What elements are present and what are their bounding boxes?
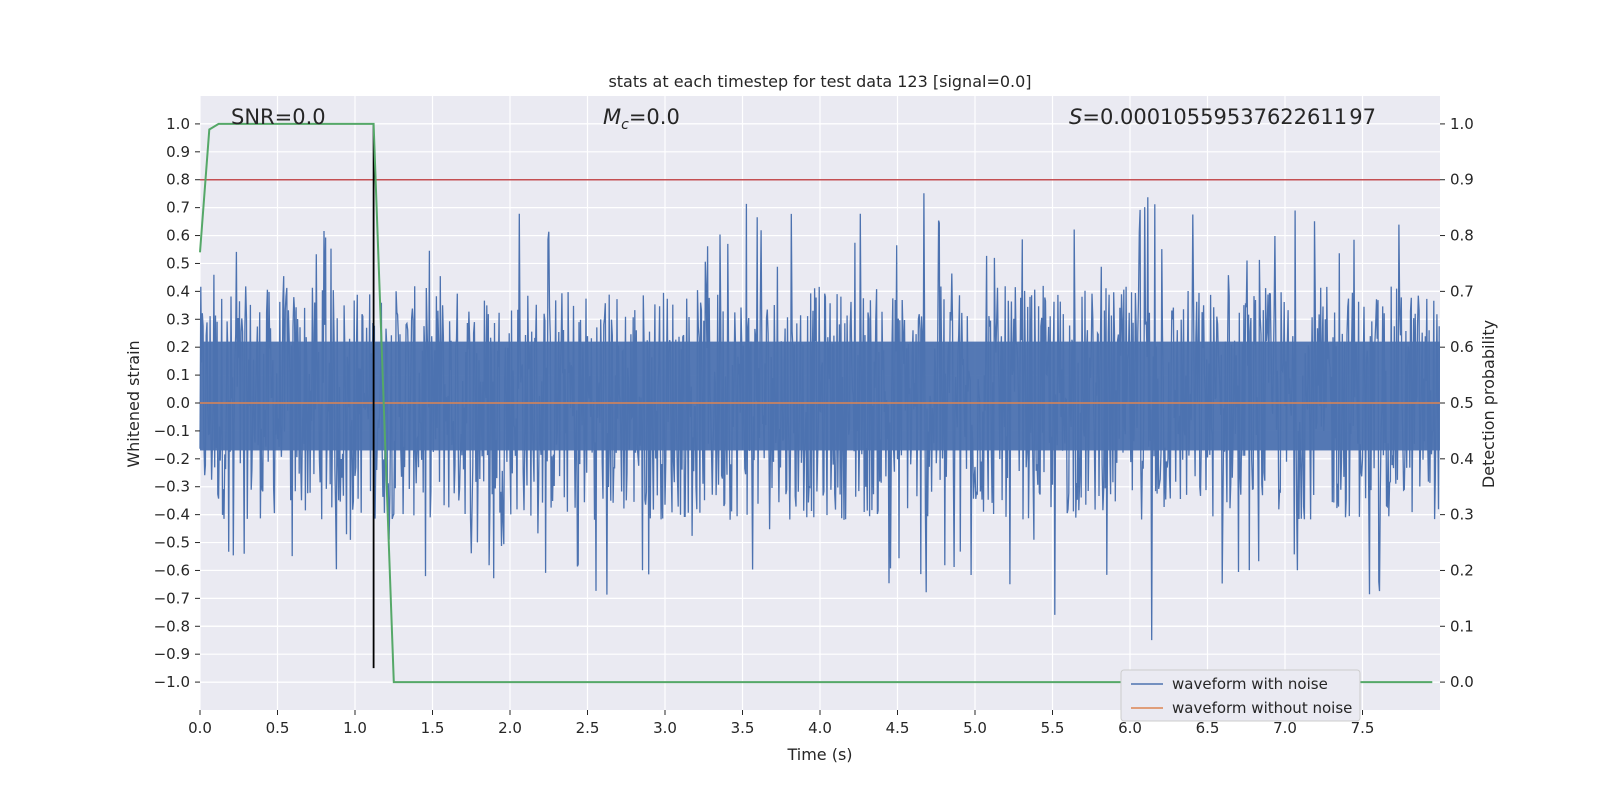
- y-right-tick-label: 0.6: [1450, 338, 1474, 356]
- x-tick-label: 2.0: [498, 719, 522, 737]
- y-left-tick-label: 0.6: [166, 227, 190, 245]
- legend-label-noise: waveform with noise: [1172, 675, 1328, 693]
- y-left-tick-label: 0.5: [166, 254, 190, 272]
- y-left-tick-label: 0.8: [166, 171, 190, 189]
- y-right-tick-label: 1.0: [1450, 115, 1474, 133]
- y-left-tick-label: 0.2: [166, 338, 190, 356]
- y-left-tick-label: −0.4: [154, 506, 190, 524]
- x-tick-label: 0.5: [266, 719, 290, 737]
- x-axis-label: Time (s): [786, 745, 852, 764]
- y-right-tick-label: 0.0: [1450, 673, 1474, 691]
- x-tick-label: 4.5: [886, 719, 910, 737]
- y-right-tick-label: 0.1: [1450, 617, 1474, 635]
- y-right-tick-label: 0.5: [1450, 394, 1474, 412]
- series-group: [199, 122, 1440, 684]
- mc-value: =0.0: [629, 105, 680, 129]
- series-detection-probability: [199, 122, 1433, 684]
- x-tick-label: 7.5: [1351, 719, 1375, 737]
- legend-box: [1120, 669, 1361, 722]
- annotation-snr: SNR=0.0: [231, 105, 326, 129]
- y-left-tick-label: 0.0: [166, 394, 190, 412]
- x-tick-label: 1.5: [421, 719, 445, 737]
- annotation-chirp-mass: Mc=0.0: [603, 105, 680, 133]
- series-waveform-with-noise: [199, 193, 1440, 641]
- y-left-tick-label: 0.9: [166, 143, 190, 161]
- y-right-axis-label: Detection probability: [1479, 320, 1498, 488]
- legend: waveform with noise waveform without noi…: [1120, 669, 1361, 722]
- x-tick-label: 1.0: [343, 719, 367, 737]
- x-tick-label: 5.5: [1041, 719, 1065, 737]
- x-tick-label: 7.0: [1273, 719, 1297, 737]
- x-tick-label: 0.0: [188, 719, 212, 737]
- x-tick-label: 3.5: [731, 719, 755, 737]
- x-tick-label: 3.0: [653, 719, 677, 737]
- legend-label-clean: waveform without noise: [1172, 699, 1352, 717]
- x-axis-ticks: 0.0 0.5 1.0 1.5 2.0 2.5 3.0 3.5 4.0 4.5 5.0 5.5 6.0 6…: [188, 710, 1374, 737]
- y-left-tick-label: −0.9: [154, 645, 190, 663]
- y-left-tick-label: 0.1: [166, 366, 190, 384]
- mc-symbol: M: [603, 105, 621, 129]
- mc-subscript: c: [621, 117, 629, 133]
- y-right-axis-ticks: 1.0 0.9 0.8 0.7 0.6 0.5 0.4 0.3 0.2 0.1 0.0: [1440, 115, 1474, 691]
- y-right-tick-label: 0.2: [1450, 561, 1474, 579]
- chart-title: stats at each timestep for test data 123…: [608, 72, 1031, 91]
- y-left-tick-label: −0.8: [154, 617, 190, 635]
- y-left-tick-label: 0.4: [166, 282, 190, 300]
- y-right-tick-label: 0.3: [1450, 506, 1474, 524]
- y-left-tick-label: −0.1: [154, 422, 190, 440]
- x-tick-label: 6.5: [1196, 719, 1220, 737]
- y-left-tick-label: −1.0: [154, 673, 190, 691]
- y-left-tick-label: −0.2: [154, 450, 190, 468]
- y-left-tick-label: 0.3: [166, 310, 190, 328]
- x-tick-label: 2.5: [576, 719, 600, 737]
- y-left-tick-label: 0.7: [166, 199, 190, 217]
- y-left-tick-label: −0.3: [154, 478, 190, 496]
- s-value: =0.00010559537622611 97: [1082, 105, 1376, 129]
- x-tick-label: 6.0: [1118, 719, 1142, 737]
- y-left-axis-ticks: 1.0 0.9 0.8 0.7 0.6 0.5 0.4 0.3 0.2 0.1 0.0 −0.1 −0.…: [154, 115, 200, 691]
- y-left-tick-label: 1.0: [166, 115, 190, 133]
- y-left-tick-label: −0.7: [154, 589, 190, 607]
- y-right-tick-label: 0.8: [1450, 227, 1474, 245]
- y-left-tick-label: −0.5: [154, 534, 190, 552]
- x-tick-label: 4.0: [808, 719, 832, 737]
- y-right-tick-label: 0.7: [1450, 282, 1474, 300]
- y-right-tick-label: 0.9: [1450, 171, 1474, 189]
- noise-core-band: [200, 341, 1440, 451]
- x-tick-label: 5.0: [963, 719, 987, 737]
- y-left-axis-label: Whitened strain: [124, 340, 143, 467]
- s-symbol: S: [1069, 105, 1082, 129]
- annotation-statistic: S=0.00010559537622611 97: [1069, 105, 1376, 129]
- y-right-tick-label: 0.4: [1450, 450, 1474, 468]
- y-left-tick-label: −0.6: [154, 561, 190, 579]
